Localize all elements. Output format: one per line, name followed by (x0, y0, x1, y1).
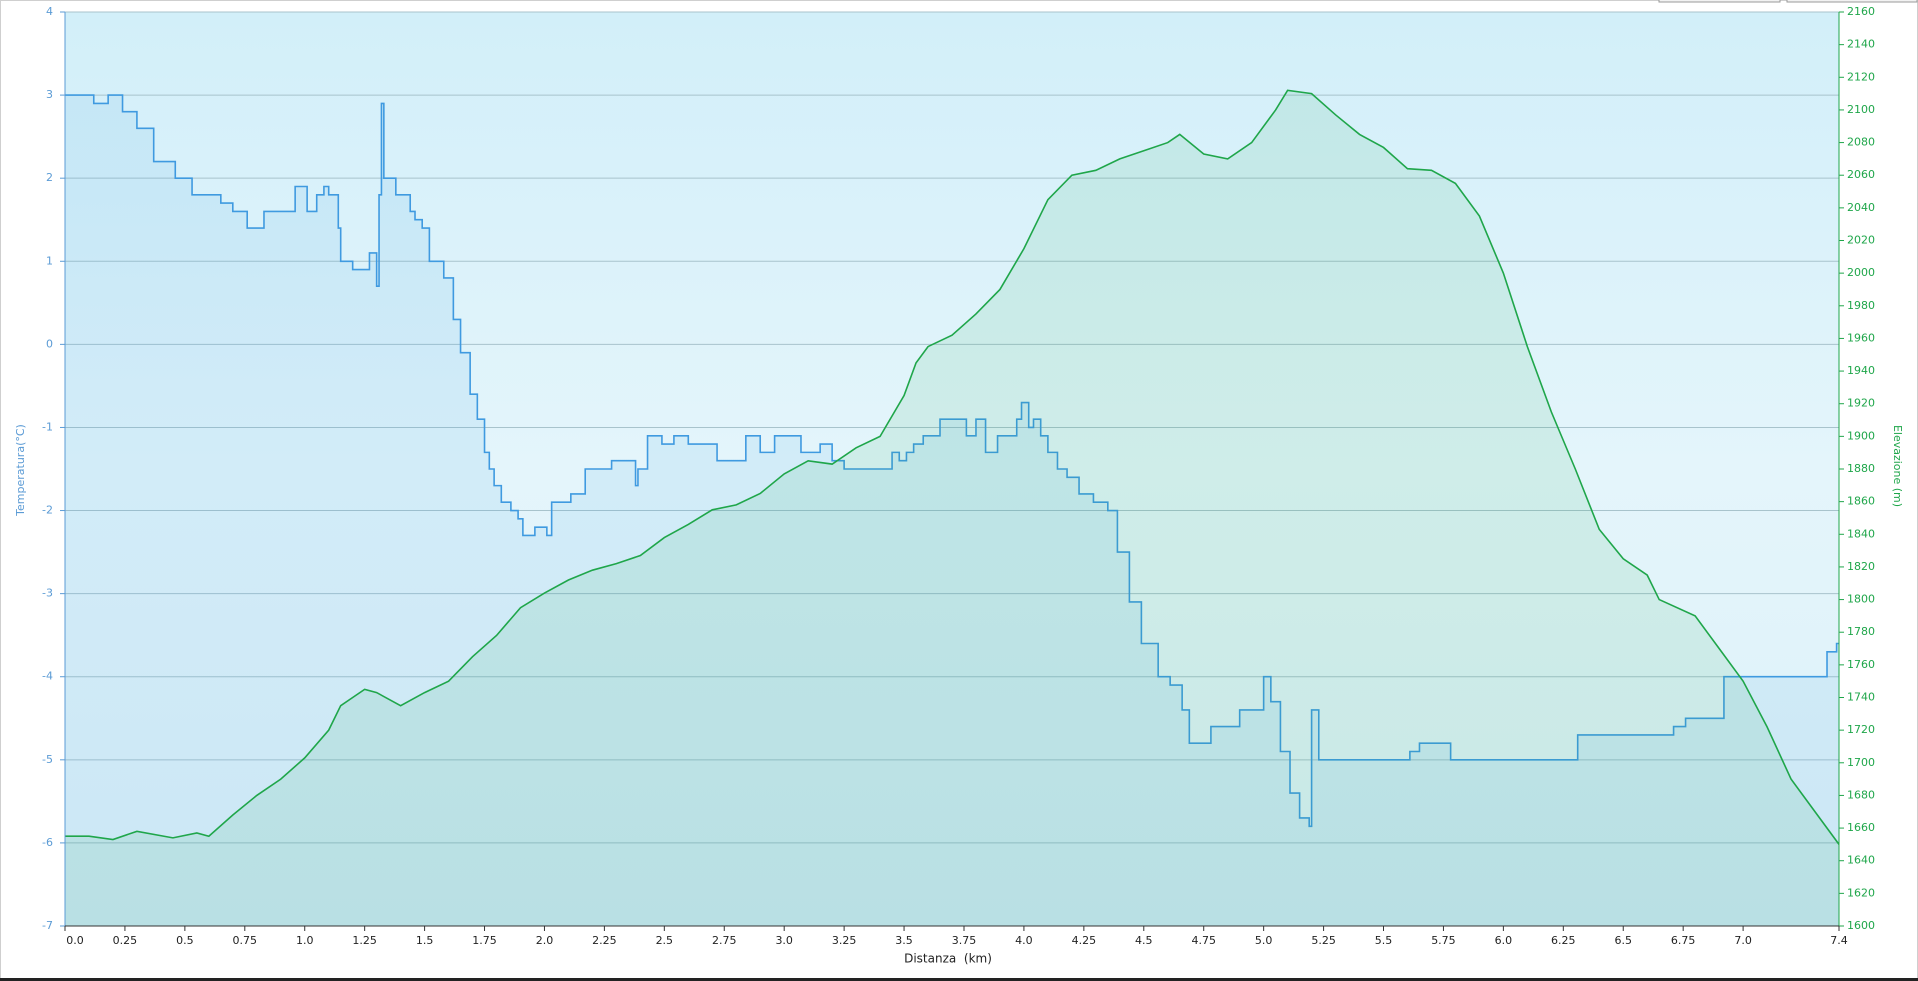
x-tick-label: 5.75 (1431, 934, 1456, 947)
y-tick-label: -1 (42, 420, 53, 433)
y2-tick-label: 1900 (1847, 429, 1875, 442)
y2-tick-label: 2140 (1847, 38, 1875, 51)
x-tick-label: 4.0 (1015, 934, 1033, 947)
x-tick-label: 0.75 (233, 934, 258, 947)
x-tick-label: 1.5 (416, 934, 434, 947)
y-tick-label: 3 (46, 88, 53, 101)
y-axis-title: Temperatura(°C) (14, 424, 27, 517)
x-tick-label: 3.5 (895, 934, 913, 947)
y2-tick-label: 1760 (1847, 658, 1875, 671)
y-tick-label: 0 (46, 337, 53, 350)
y2-tick-label: 1920 (1847, 397, 1875, 410)
plot-area (65, 12, 1839, 926)
y2-tick-label: 1780 (1847, 625, 1875, 638)
x-tick-label: 3.0 (775, 934, 793, 947)
toolbar-button[interactable] (1658, 0, 1781, 3)
toolbar-button[interactable] (1786, 0, 1918, 3)
x-tick-label: 1.0 (296, 934, 314, 947)
x-tick-label: 6.25 (1551, 934, 1576, 947)
x-tick-label: 2.25 (592, 934, 617, 947)
y2-tick-label: 1940 (1847, 364, 1875, 377)
y2-tick-label: 2000 (1847, 266, 1875, 279)
x-tick-label: 7.0 (1734, 934, 1752, 947)
x-tick-label: 2.5 (656, 934, 674, 947)
y-tick-label: -4 (42, 670, 53, 683)
y-tick-label: -2 (42, 504, 53, 517)
x-tick-label: 3.25 (832, 934, 857, 947)
y2-tick-label: 1680 (1847, 788, 1875, 801)
y2-tick-label: 1700 (1847, 756, 1875, 769)
line (65, 94, 1839, 828)
y-tick-label: 4 (46, 5, 53, 18)
x-tick-label: 1.25 (352, 934, 377, 947)
y-tick-label: -5 (42, 753, 53, 766)
area (65, 95, 1839, 926)
x-tick-label: 5.5 (1375, 934, 1393, 947)
x-tick-label: 5.25 (1311, 934, 1336, 947)
x-tick-label: 2.75 (712, 934, 737, 947)
y2-tick-label: 2040 (1847, 201, 1875, 214)
x-tick-label: 7.4 (1830, 934, 1848, 947)
area (65, 90, 1839, 927)
y2-tick-label: 2020 (1847, 234, 1875, 247)
y2-tick-label: 1820 (1847, 560, 1875, 573)
y2-tick-label: 2060 (1847, 168, 1875, 181)
x-tick-label: 6.0 (1495, 934, 1513, 947)
x-tick-label: 6.75 (1671, 934, 1696, 947)
y2-tick-label: 1800 (1847, 593, 1875, 606)
x-tick-label: 3.75 (952, 934, 977, 947)
y2-tick-label: 2080 (1847, 136, 1875, 149)
x-tick-label: 4.25 (1072, 934, 1097, 947)
y2-tick-label: 2120 (1847, 70, 1875, 83)
x-tick-label: 4.75 (1191, 934, 1216, 947)
x-tick-label: 2.0 (536, 934, 554, 947)
y2-tick-label: 2160 (1847, 5, 1875, 18)
y2-tick-label: 1600 (1847, 919, 1875, 932)
y-tick-label: -7 (42, 919, 53, 932)
x-tick-label: 0.25 (113, 934, 138, 947)
y2-tick-label: 1620 (1847, 886, 1875, 899)
y-tick-label: 2 (46, 171, 53, 184)
y2-tick-label: 1660 (1847, 821, 1875, 834)
x-tick-label: 5.0 (1255, 934, 1273, 947)
x-tick-label: 0.5 (176, 934, 194, 947)
y-tick-label: -3 (42, 587, 53, 600)
y2-tick-label: 1980 (1847, 299, 1875, 312)
y2-tick-label: 1840 (1847, 527, 1875, 540)
y-tick-label: -6 (42, 836, 53, 849)
y2-tick-label: 2100 (1847, 103, 1875, 116)
x-tick-label: 6.5 (1614, 934, 1632, 947)
y2-tick-label: 1860 (1847, 495, 1875, 508)
line (65, 89, 1840, 845)
x-tick-label: 1.75 (472, 934, 497, 947)
x-axis-title: Distanza (km) (904, 952, 992, 966)
x-tick-label: 0.0 (66, 934, 84, 947)
y2-tick-label: 1720 (1847, 723, 1875, 736)
y2-tick-label: 1960 (1847, 331, 1875, 344)
y2-tick-label: 1640 (1847, 854, 1875, 867)
y2-axis-title: Elevazione (m) (1891, 425, 1904, 507)
y2-tick-label: 1740 (1847, 691, 1875, 704)
y-tick-label: 1 (46, 254, 53, 267)
x-tick-label: 4.5 (1135, 934, 1153, 947)
y2-tick-label: 1880 (1847, 462, 1875, 475)
